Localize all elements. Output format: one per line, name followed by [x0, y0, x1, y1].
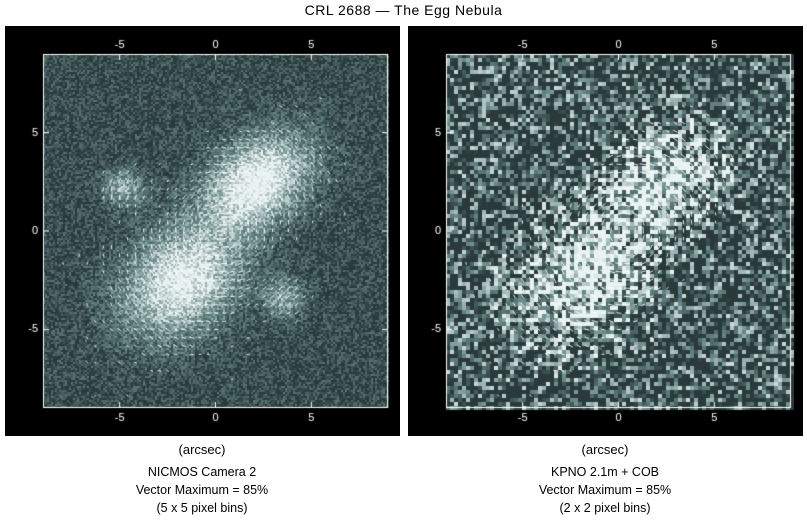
left-canvas — [5, 26, 400, 436]
left-caption-line-2: Vector Maximum = 85% — [5, 481, 400, 499]
right-frame — [408, 26, 803, 436]
left-xlabel: (arcsec) — [5, 442, 400, 457]
left-caption-line-1: NICMOS Camera 2 — [5, 463, 400, 481]
panel-row: (arcsec) NICMOS Camera 2 Vector Maximum … — [0, 26, 807, 517]
page-title: CRL 2688 — The Egg Nebula — [0, 0, 807, 18]
right-caption-line-1: KPNO 2.1m + COB — [408, 463, 803, 481]
right-captions: KPNO 2.1m + COB Vector Maximum = 85% (2 … — [408, 463, 803, 517]
right-panel: (arcsec) KPNO 2.1m + COB Vector Maximum … — [408, 26, 803, 517]
right-caption-line-3: (2 x 2 pixel bins) — [408, 499, 803, 517]
left-panel: (arcsec) NICMOS Camera 2 Vector Maximum … — [5, 26, 400, 517]
left-caption-line-3: (5 x 5 pixel bins) — [5, 499, 400, 517]
right-caption-line-2: Vector Maximum = 85% — [408, 481, 803, 499]
left-captions: NICMOS Camera 2 Vector Maximum = 85% (5 … — [5, 463, 400, 517]
left-frame — [5, 26, 400, 436]
right-canvas — [408, 26, 803, 436]
right-xlabel: (arcsec) — [408, 442, 803, 457]
